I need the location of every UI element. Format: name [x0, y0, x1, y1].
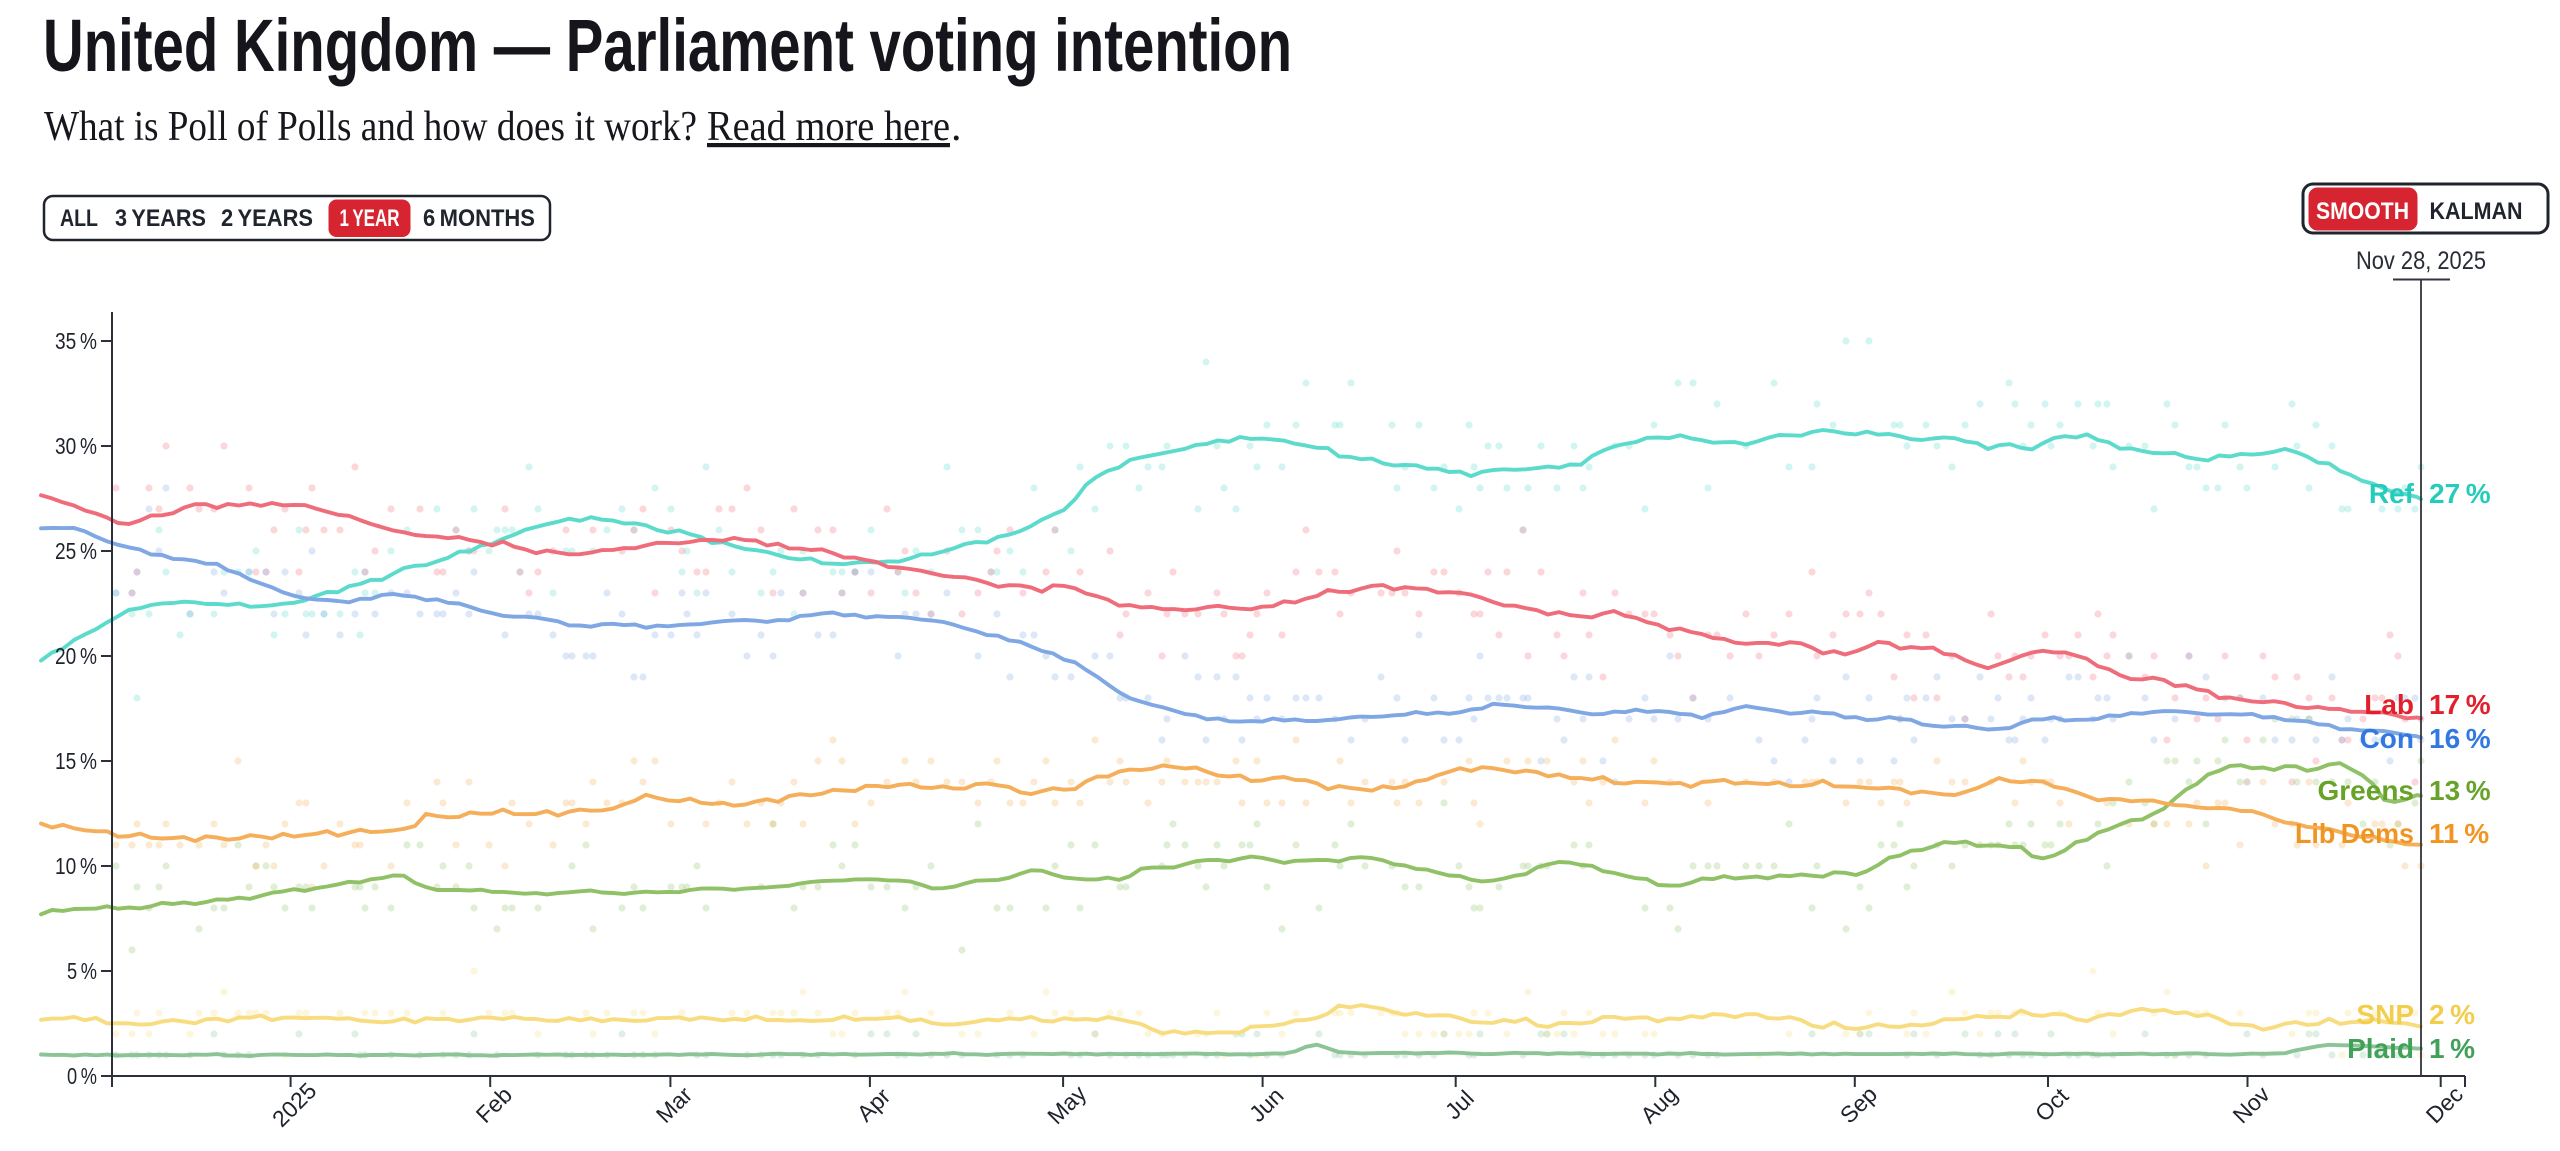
svg-text:6 MONTHS: 6 MONTHS [423, 205, 535, 232]
svg-text:35 %: 35 % [55, 328, 97, 354]
svg-text:2 %: 2 % [2429, 999, 2475, 1030]
svg-text:16 %: 16 % [2429, 723, 2491, 754]
svg-text:1 %: 1 % [2429, 1033, 2475, 1064]
svg-text:Lib Dems: Lib Dems [2295, 818, 2414, 849]
svg-text:3 YEARS: 3 YEARS [115, 205, 206, 232]
svg-text:SNP: SNP [2356, 999, 2414, 1030]
svg-text:27 %: 27 % [2429, 478, 2491, 509]
svg-text:5 %: 5 % [67, 958, 97, 984]
svg-text:Plaid: Plaid [2347, 1033, 2414, 1064]
svg-text:11 %: 11 % [2429, 818, 2489, 849]
svg-text:30 %: 30 % [55, 433, 97, 459]
svg-text:ALL: ALL [60, 205, 98, 232]
svg-text:Con: Con [2360, 723, 2414, 754]
svg-text:13 %: 13 % [2429, 775, 2491, 806]
svg-text:1 YEAR: 1 YEAR [340, 205, 400, 232]
svg-text:Greens: Greens [2318, 775, 2415, 806]
svg-text:Nov 28, 2025: Nov 28, 2025 [2356, 247, 2486, 275]
svg-text:2 YEARS: 2 YEARS [221, 205, 313, 232]
svg-text:Lab: Lab [2364, 689, 2414, 720]
svg-text:Ref: Ref [2369, 478, 2415, 509]
svg-text:SMOOTH: SMOOTH [2316, 198, 2409, 225]
svg-text:25 %: 25 % [55, 538, 97, 564]
svg-text:Read more here: Read more here [707, 104, 950, 150]
svg-text:0 %: 0 % [67, 1063, 97, 1089]
svg-text:20 %: 20 % [55, 643, 97, 669]
svg-text:What is Poll of Polls and how: What is Poll of Polls and how does it wo… [44, 104, 697, 150]
svg-text:KALMAN: KALMAN [2430, 198, 2523, 225]
svg-text:.: . [951, 104, 962, 150]
svg-text:15 %: 15 % [55, 748, 97, 774]
svg-text:United Kingdom — Parliament vo: United Kingdom — Parliament voting inten… [43, 4, 1292, 87]
svg-text:10 %: 10 % [55, 853, 97, 879]
svg-text:17 %: 17 % [2429, 689, 2491, 720]
